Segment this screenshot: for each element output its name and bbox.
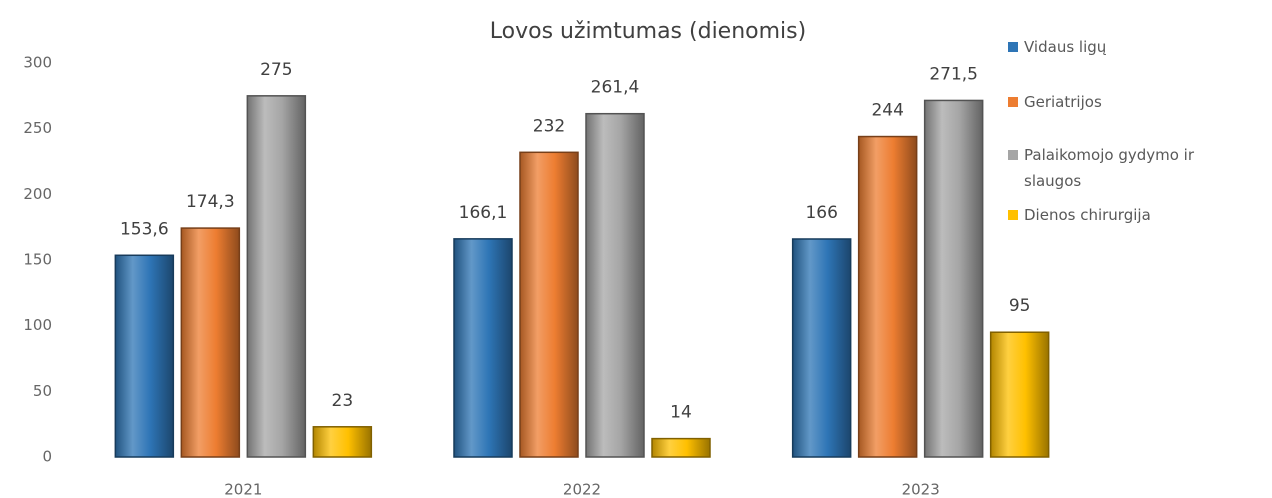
x-tick-label: 2021 xyxy=(224,481,262,498)
bar xyxy=(989,331,1050,458)
y-tick-label: 300 xyxy=(23,54,52,72)
data-label: 23 xyxy=(332,391,354,411)
data-label: 166 xyxy=(805,203,837,223)
bar xyxy=(519,151,579,458)
bar xyxy=(857,135,918,458)
legend-entry: Palaikomojo gydymo ir slaugos xyxy=(1008,142,1199,194)
data-label: 174,3 xyxy=(186,192,235,212)
data-label: 166,1 xyxy=(459,203,508,223)
y-tick-label: 50 xyxy=(33,382,52,400)
bar xyxy=(923,99,984,458)
legend-swatch xyxy=(1008,97,1018,107)
bar xyxy=(791,238,852,458)
data-label: 271,5 xyxy=(929,64,978,84)
data-label: 95 xyxy=(1009,296,1031,316)
legend-label: Geriatrijos xyxy=(1024,93,1102,111)
data-label: 153,6 xyxy=(120,219,169,239)
bar xyxy=(180,227,241,458)
legend-label: Dienos chirurgija xyxy=(1024,206,1151,224)
legend-entry: Geriatrijos xyxy=(1008,89,1199,115)
data-label: 261,4 xyxy=(591,78,640,98)
y-tick-label: 200 xyxy=(23,185,52,203)
data-label: 244 xyxy=(871,101,903,121)
legend-swatch xyxy=(1008,42,1018,52)
y-tick-label: 100 xyxy=(23,316,52,334)
legend-label: Palaikomojo gydymo ir slaugos xyxy=(1024,146,1195,190)
bar xyxy=(246,95,307,458)
data-label: 275 xyxy=(260,60,292,80)
x-tick-label: 2023 xyxy=(902,481,940,498)
data-label: 14 xyxy=(670,403,692,423)
y-tick-label: 150 xyxy=(23,251,52,269)
bar xyxy=(651,437,711,458)
bar xyxy=(312,426,373,458)
bar xyxy=(453,238,513,458)
legend-entry: Dienos chirurgija xyxy=(1008,202,1199,228)
legend-label: Vidaus ligų xyxy=(1024,38,1107,56)
legend-swatch xyxy=(1008,150,1018,160)
x-tick-label: 2022 xyxy=(563,481,601,498)
data-label: 232 xyxy=(533,116,565,136)
legend-swatch xyxy=(1008,210,1018,220)
bar xyxy=(114,254,175,458)
chart-title: Lovos užimtumas (dienomis) xyxy=(490,19,806,44)
bar xyxy=(585,112,645,458)
y-tick-label: 0 xyxy=(42,448,52,466)
y-tick-label: 250 xyxy=(23,119,52,137)
legend-entry: Vidaus ligų xyxy=(1008,34,1199,60)
